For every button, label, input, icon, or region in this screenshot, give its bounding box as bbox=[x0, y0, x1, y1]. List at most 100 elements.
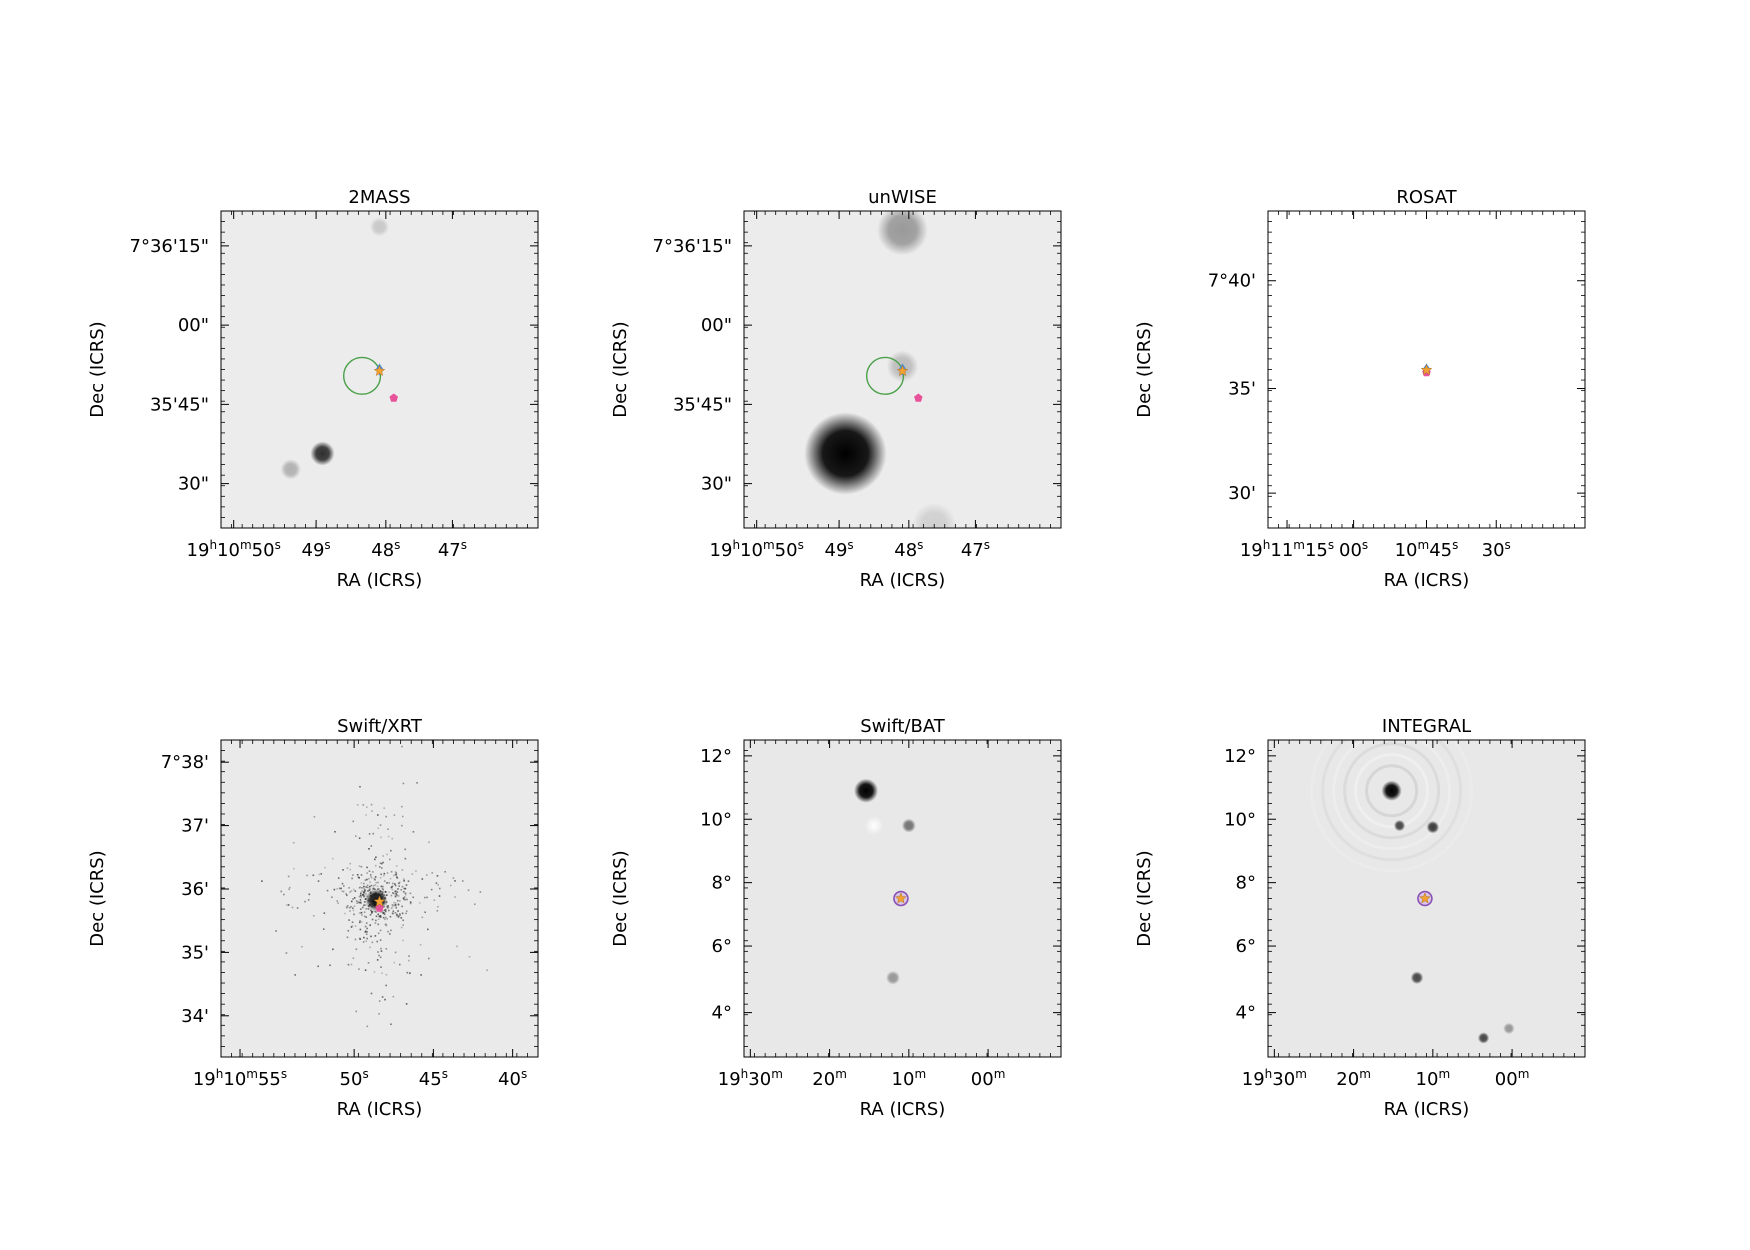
photon-event bbox=[360, 882, 363, 884]
photon-event bbox=[404, 887, 407, 890]
y-tick-label: 30' bbox=[1228, 483, 1256, 504]
photon-event bbox=[341, 882, 344, 885]
photon-event bbox=[393, 892, 395, 895]
photon-event bbox=[390, 870, 393, 873]
photon-event bbox=[385, 815, 387, 818]
photon-event bbox=[345, 893, 348, 895]
photon-event bbox=[354, 835, 357, 837]
panel-2mass: 2MASS 7°36'15" 00" 35'45" 30" 19h10m50s 49s 48s… bbox=[87, 187, 539, 591]
photon-event bbox=[444, 870, 446, 873]
y-tick-label: 30" bbox=[701, 474, 732, 495]
photon-event bbox=[349, 910, 351, 912]
photon-event bbox=[433, 899, 436, 901]
photon-event bbox=[405, 1003, 408, 1005]
photon-event bbox=[261, 880, 263, 882]
photon-event bbox=[402, 939, 404, 942]
panel-integral: INTEGRAL 12° 10° 8° 6° 4° 19h30m 20m 10m 00m RA (I… bbox=[1134, 716, 1586, 1120]
photon-event bbox=[369, 924, 372, 927]
photon-event bbox=[353, 897, 356, 899]
photon-event bbox=[365, 907, 367, 910]
y-axis-label: Dec (ICRS) bbox=[610, 850, 631, 946]
photon-event bbox=[394, 870, 397, 873]
source-blob bbox=[1477, 1032, 1490, 1044]
photon-event bbox=[378, 866, 381, 868]
photon-event bbox=[407, 880, 410, 883]
photon-event bbox=[400, 824, 403, 827]
photon-event bbox=[456, 945, 458, 948]
photon-event bbox=[359, 894, 362, 897]
photon-event bbox=[363, 911, 366, 914]
photon-event bbox=[368, 848, 370, 850]
photon-event bbox=[397, 903, 400, 906]
photon-event bbox=[396, 877, 399, 879]
photon-event bbox=[374, 922, 377, 924]
photon-event bbox=[486, 969, 488, 972]
photon-event bbox=[365, 886, 367, 888]
photon-event bbox=[384, 998, 386, 1001]
x-tick-label: 49s bbox=[825, 538, 854, 561]
source-blob bbox=[804, 412, 887, 495]
photon-event bbox=[350, 905, 352, 908]
photon-event bbox=[379, 939, 382, 941]
photon-event bbox=[365, 933, 368, 936]
photon-event bbox=[401, 815, 404, 818]
photon-event bbox=[390, 907, 393, 909]
image-content bbox=[280, 217, 398, 480]
photon-event bbox=[398, 882, 400, 885]
photon-event bbox=[379, 911, 382, 913]
photon-event bbox=[380, 966, 382, 969]
photon-event bbox=[436, 875, 439, 877]
photon-event bbox=[293, 867, 295, 870]
photon-event bbox=[367, 907, 370, 910]
photon-event bbox=[380, 916, 382, 918]
photon-event bbox=[360, 902, 362, 905]
photon-event bbox=[394, 951, 397, 954]
photon-event bbox=[411, 873, 414, 875]
photon-event bbox=[354, 890, 357, 892]
panel-title: Swift/BAT bbox=[860, 716, 946, 737]
photon-event bbox=[370, 845, 373, 847]
photon-event bbox=[387, 909, 390, 912]
photon-event bbox=[365, 806, 368, 809]
photon-event bbox=[396, 914, 398, 916]
photon-event bbox=[287, 904, 290, 906]
photon-event bbox=[401, 912, 404, 915]
photon-event bbox=[360, 874, 363, 876]
photon-event bbox=[291, 906, 294, 909]
source-blob bbox=[877, 211, 928, 256]
photon-event bbox=[351, 925, 354, 927]
photon-event bbox=[374, 878, 376, 881]
y-axis-label: Dec (ICRS) bbox=[87, 321, 108, 417]
photon-event bbox=[318, 873, 321, 876]
photon-event bbox=[347, 963, 350, 966]
photon-event bbox=[363, 890, 366, 892]
y-tick-label: 12° bbox=[1224, 746, 1256, 767]
photon-event bbox=[374, 935, 377, 937]
photon-event bbox=[374, 864, 377, 867]
panel-title: unWISE bbox=[868, 187, 937, 208]
x-tick-label: 19h11m15s bbox=[1240, 538, 1334, 561]
photon-event bbox=[358, 901, 361, 904]
photon-event bbox=[393, 904, 395, 907]
photon-event bbox=[370, 803, 373, 806]
y-tick-label: 30" bbox=[178, 474, 209, 495]
photon-event bbox=[334, 830, 336, 833]
photon-event bbox=[401, 869, 404, 871]
diffraction-ring bbox=[1321, 740, 1463, 862]
photon-event bbox=[369, 873, 372, 876]
photon-event bbox=[351, 877, 353, 880]
photon-event bbox=[352, 898, 355, 900]
photon-event bbox=[358, 968, 360, 970]
photon-event bbox=[382, 909, 385, 912]
y-tick-label: 4° bbox=[1236, 1003, 1256, 1024]
photon-event bbox=[390, 1023, 392, 1026]
photon-event bbox=[383, 807, 386, 809]
photon-event bbox=[362, 891, 365, 894]
photon-event bbox=[391, 888, 394, 891]
photon-event bbox=[398, 963, 401, 966]
photon-event bbox=[359, 901, 362, 904]
photon-event bbox=[317, 880, 320, 882]
photon-event bbox=[395, 873, 398, 876]
diffraction-ring bbox=[1310, 740, 1474, 873]
photon-event bbox=[363, 895, 366, 897]
